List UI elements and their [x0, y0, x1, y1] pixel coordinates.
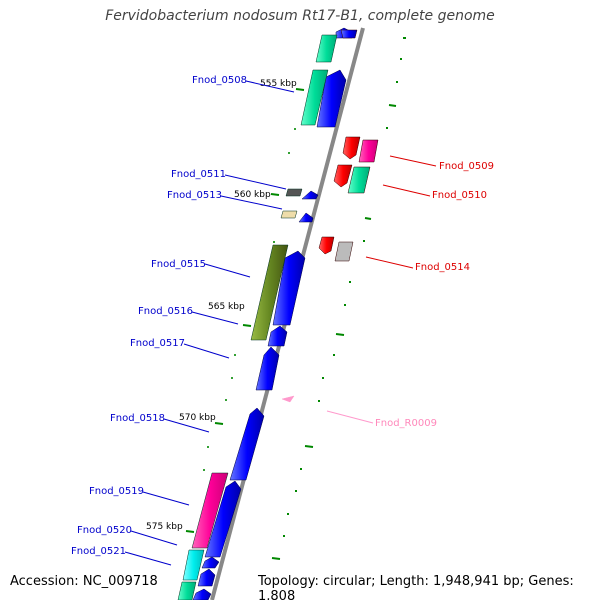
gene-label: Fnod_0513: [167, 190, 222, 201]
feature-strip: [177, 34, 338, 600]
ruler-labels: 555 kbp 560 kbp 565 kbp 570 kbp 575 kbp: [146, 79, 297, 532]
gene-forward-fnod-0515: [272, 250, 306, 326]
gene-strip-khaki-fnod-0513: [280, 210, 298, 219]
gene-strip-magenta-fnod-0519: [191, 472, 229, 549]
genome-stats: Topology: circular; Length: 1,948,941 bp…: [258, 574, 574, 600]
gene-reverse-fnod-0514: [318, 236, 335, 255]
scale-tick: [214, 422, 224, 425]
gene-strip-olive-fnod-0515: [250, 244, 289, 341]
gene-strip-gray-fnod-0511: [285, 188, 303, 197]
gene-label: Fnod_0510: [432, 190, 487, 201]
gene-forward-fnod-0513: [298, 212, 314, 223]
left-callouts: [124, 80, 295, 566]
scale-tick: [270, 193, 280, 196]
gene-strip-teal-fnod-0521: [177, 581, 197, 600]
right-labels: Fnod_0509 Fnod_0510 Fnod_0514 Fnod_R0009: [375, 161, 494, 429]
gene-label: Fnod_0519: [89, 486, 144, 497]
gene-forward-fnod-0511: [301, 190, 319, 200]
gene-label: Fnod_0518: [110, 413, 165, 424]
gene-strip-teal-fnod-0508: [300, 69, 329, 126]
gene-forward-fnod-0520: [201, 556, 220, 569]
gene-label: Fnod_0521: [71, 546, 126, 557]
ruler-label: 570 kbp: [179, 413, 216, 423]
right-ticks: [271, 37, 406, 560]
gene-forward-fnod-0519: [204, 480, 242, 558]
gene-reverse: [340, 29, 358, 39]
reverse-genes: [281, 29, 379, 403]
gene-forward-fnod-0518: [229, 407, 265, 481]
gene-forward: [192, 588, 212, 600]
scale-tick: [295, 88, 305, 91]
gene-reverse-fnod-0510: [333, 164, 353, 188]
gene-label: Fnod_0516: [138, 306, 193, 317]
gene-forward-fnod-0517: [255, 346, 280, 391]
accession-label: Accession: NC_009718: [10, 574, 158, 589]
gene-label: Fnod_0508: [192, 75, 247, 86]
gene-label: Fnod_0511: [171, 169, 226, 180]
forward-genes: [192, 27, 353, 600]
ruler-label: 565 kbp: [208, 302, 245, 312]
ruler-label: 575 kbp: [146, 522, 183, 532]
gene-strip-cyan-fnod-0520: [182, 549, 205, 581]
gene-strip-magenta-fnod-0509: [358, 139, 379, 163]
ruler-label: 555 kbp: [260, 79, 297, 89]
rna-fnod-r0009: [281, 395, 295, 403]
gene-forward-fnod-0521: [197, 568, 216, 587]
scale-ticks: [185, 88, 305, 533]
left-labels: Fnod_0508 Fnod_0511 Fnod_0513 Fnod_0515 …: [71, 75, 247, 557]
gene-label: Fnod_0514: [415, 262, 470, 273]
gene-label: Fnod_R0009: [375, 418, 437, 429]
gene-reverse-fnod-0509: [342, 136, 361, 160]
ruler-label: 560 kbp: [234, 190, 271, 200]
gene-strip-gray-fnod-0514: [334, 241, 354, 262]
gene-forward-fnod-0516: [267, 325, 288, 347]
gene-label: Fnod_0517: [130, 338, 185, 349]
gene-strip-teal-fnod-0510: [347, 166, 371, 194]
gene-label: Fnod_0520: [77, 525, 132, 536]
scale-tick: [185, 530, 195, 533]
genome-title: Fervidobacterium nodosum Rt17-B1, comple…: [105, 8, 495, 24]
scale-tick: [242, 324, 252, 327]
gene-strip-teal: [315, 34, 338, 63]
right-callouts: [326, 155, 437, 424]
gene-label: Fnod_0509: [439, 161, 494, 172]
gene-label: Fnod_0515: [151, 259, 206, 270]
